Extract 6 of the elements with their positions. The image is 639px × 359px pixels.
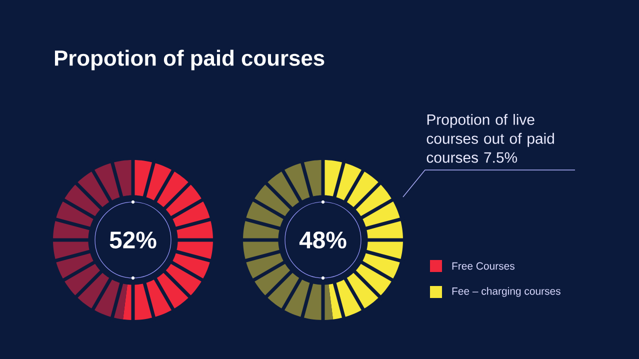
legend-label: Fee – charging courses [452,287,560,297]
text: Propotion of live courses out of paid courses 7.5% [426,114,554,163]
data-label: 52% [110,232,156,248]
legend-label: Free Courses [452,262,514,270]
text: 48% [299,232,346,248]
chart-title: Propotion of paid courses [54,50,324,70]
